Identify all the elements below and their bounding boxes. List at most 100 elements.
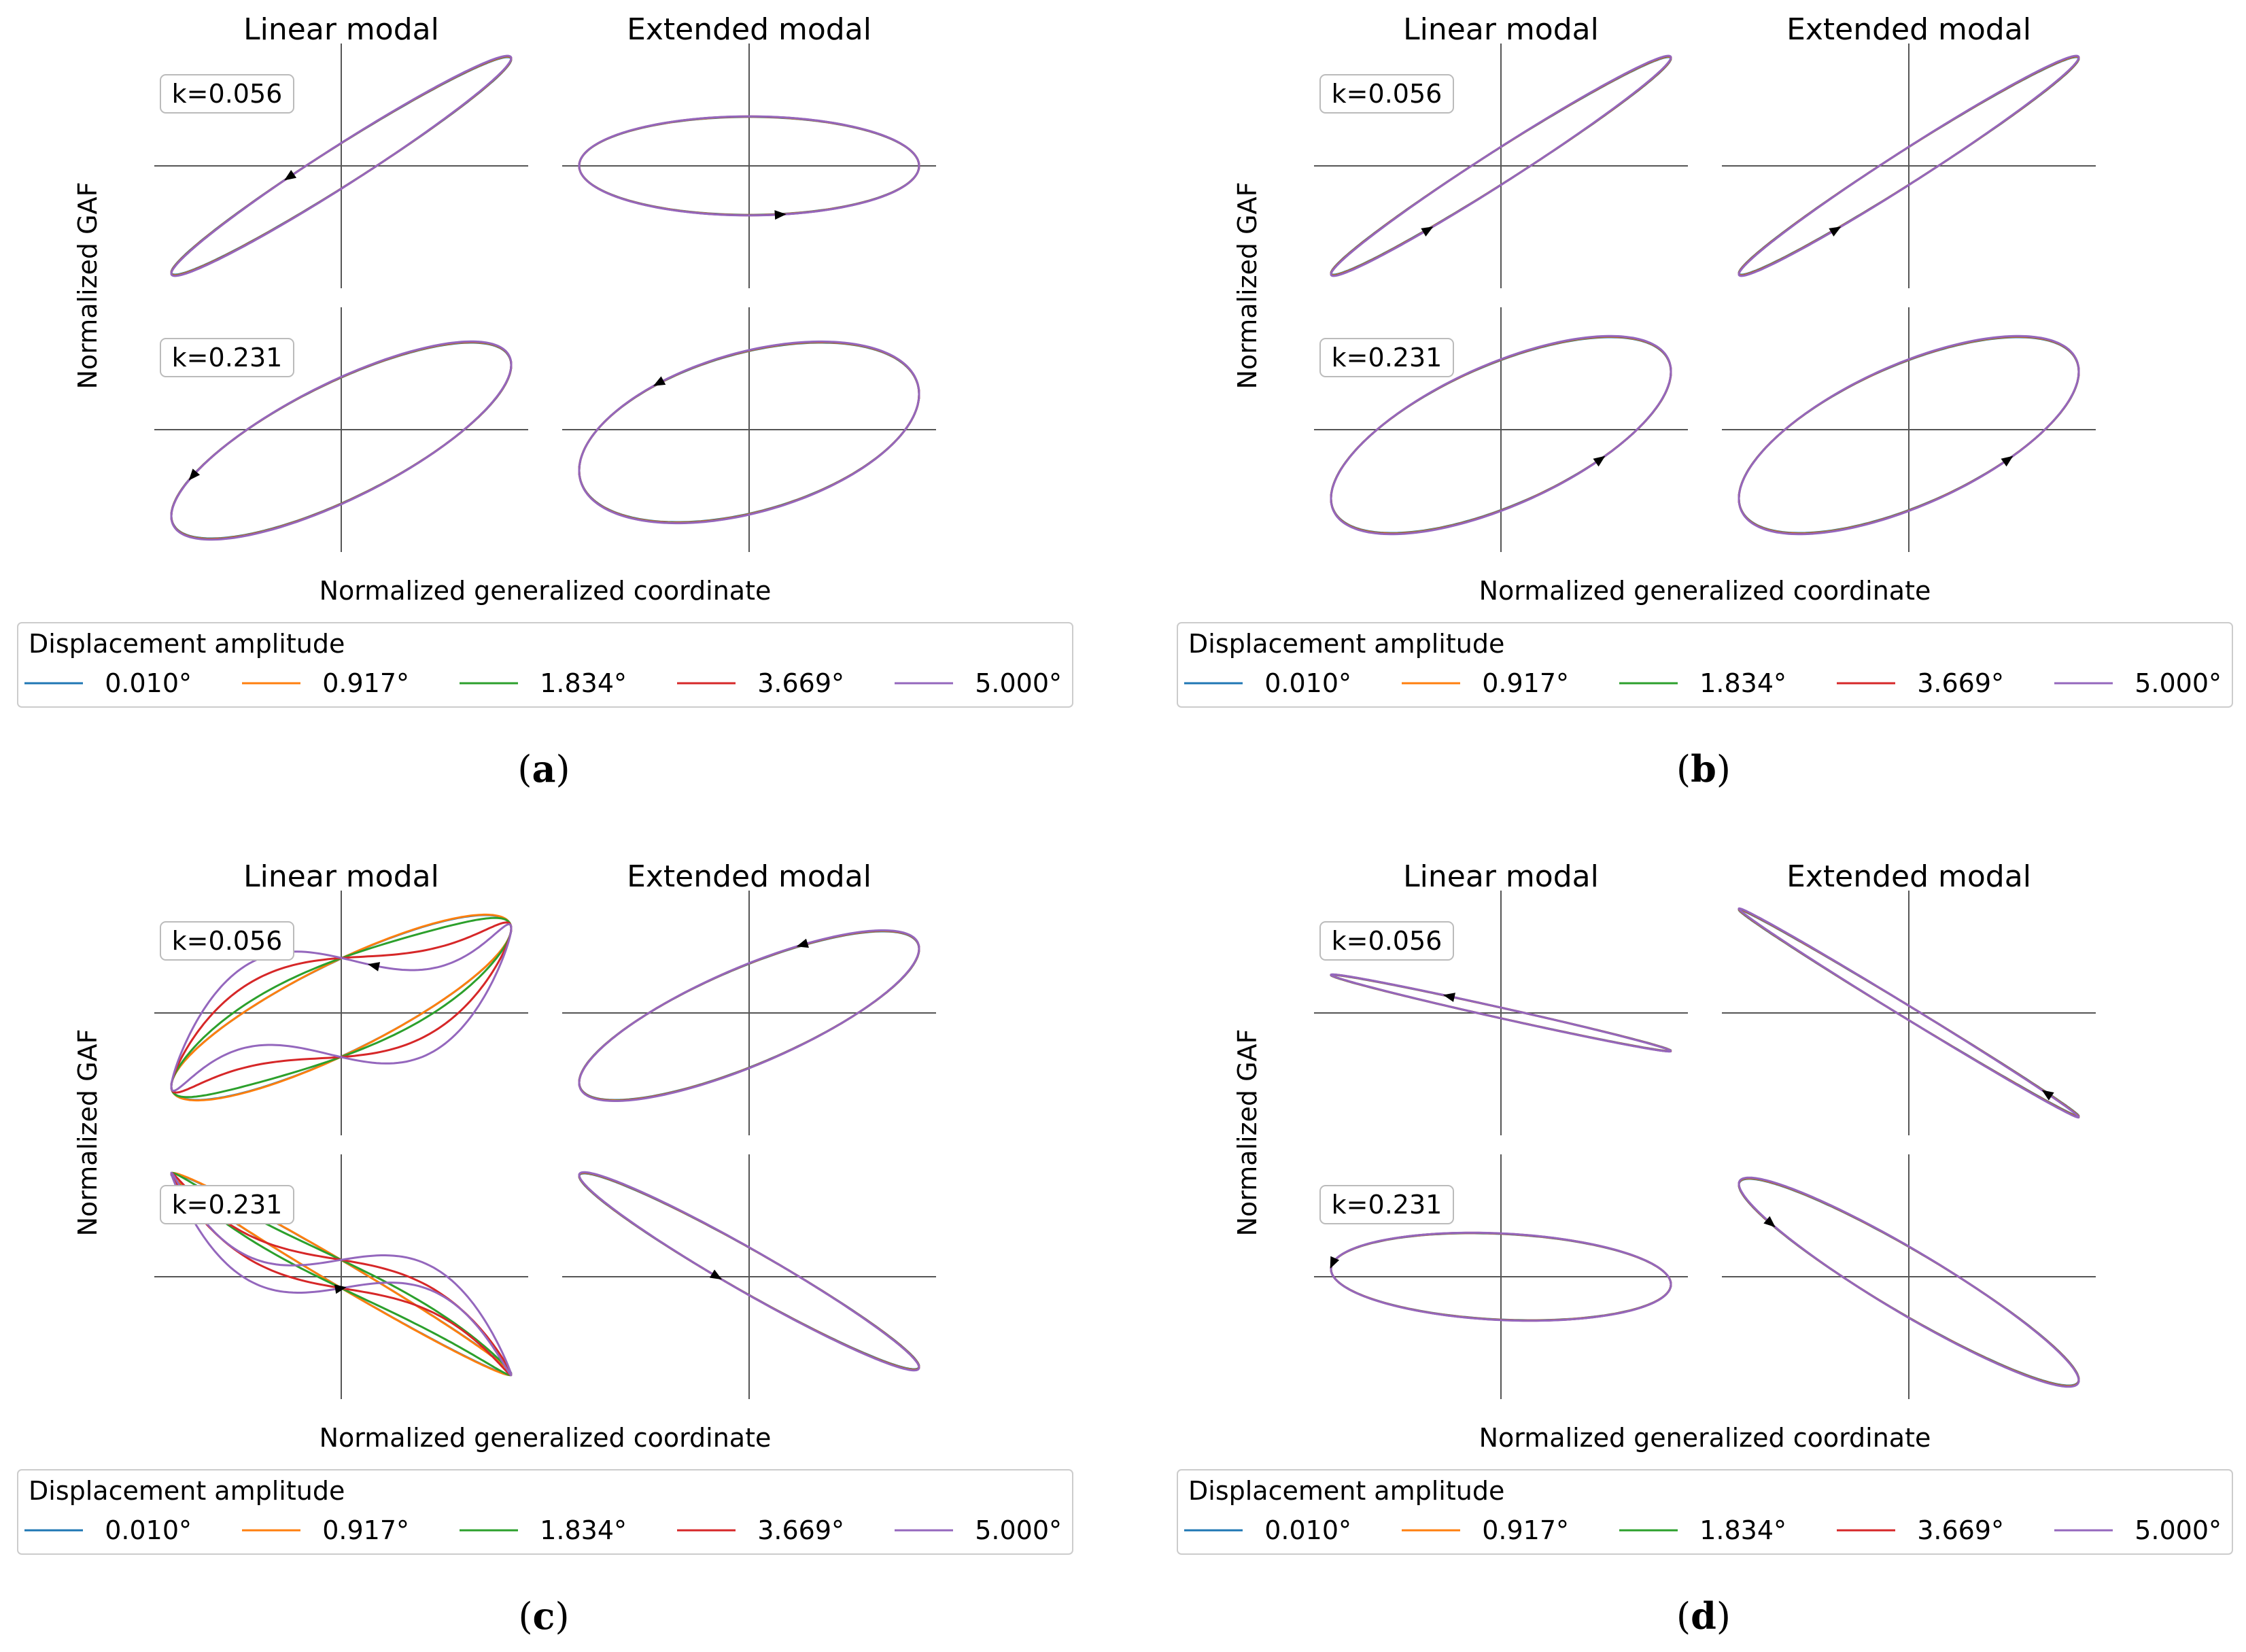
direction-arrow bbox=[1593, 455, 1606, 467]
loop-series-4 bbox=[578, 340, 920, 525]
y-axis-label: Normalized GAF bbox=[73, 182, 103, 390]
legend-entry-2: 1.834° bbox=[540, 1515, 627, 1545]
column-title-extended: Extended modal bbox=[1786, 859, 2031, 894]
legend-frame bbox=[17, 622, 1073, 708]
y-axis-label: Normalized GAF bbox=[73, 1029, 103, 1237]
k-label-box bbox=[160, 1185, 294, 1224]
panel-b: Linear modal Extended modal Normalized GAF… bbox=[1177, 12, 2233, 791]
legend-entry-3: 3.669° bbox=[1917, 668, 2004, 698]
legend-entry-4: 5.000° bbox=[2135, 1515, 2222, 1545]
subplot-r0c1 bbox=[562, 44, 936, 288]
subplot-r0c1 bbox=[1722, 44, 2096, 288]
subplot-r1c1 bbox=[1722, 1154, 2096, 1399]
legend-entry-4: 5.000° bbox=[2135, 668, 2222, 698]
direction-arrow bbox=[796, 938, 809, 948]
loop-series-4 bbox=[170, 1171, 513, 1377]
subplot-r1c0: k=0.231 bbox=[154, 307, 528, 552]
loop-series-4 bbox=[170, 54, 513, 277]
k-label-box bbox=[1319, 921, 1454, 961]
direction-arrow bbox=[709, 1269, 723, 1280]
k-label: k=0.231 bbox=[172, 343, 283, 373]
legend-entry-2: 1.834° bbox=[1699, 1515, 1786, 1545]
loop-series-4 bbox=[578, 929, 920, 1102]
subplot-r1c0: k=0.231 bbox=[154, 1154, 528, 1399]
direction-arrow bbox=[2041, 1090, 2054, 1101]
legend-entry-4: 5.000° bbox=[975, 668, 1062, 698]
k-label-box bbox=[1319, 1185, 1454, 1224]
column-title-linear: Linear modal bbox=[1403, 859, 1599, 894]
column-title-linear: Linear modal bbox=[243, 12, 439, 47]
column-title-extended: Extended modal bbox=[627, 12, 871, 47]
legend-frame bbox=[17, 1469, 1073, 1555]
k-label-box bbox=[1319, 74, 1454, 114]
legend: Displacement amplitude 0.010° 0.917° 1.834°… bbox=[17, 1469, 1073, 1555]
k-label: k=0.056 bbox=[172, 926, 283, 956]
panel-caption: (c) bbox=[518, 1594, 569, 1638]
direction-arrow bbox=[1442, 993, 1455, 1002]
panel-d: Linear modal Extended modal Normalized GAF… bbox=[1177, 859, 2233, 1638]
k-label: k=0.056 bbox=[1332, 79, 1442, 109]
legend-entry-1: 0.917° bbox=[322, 1515, 409, 1545]
x-axis-label: Normalized generalized coordinate bbox=[319, 576, 772, 606]
direction-arrow bbox=[774, 210, 787, 220]
k-label-box bbox=[160, 338, 294, 377]
direction-arrow bbox=[284, 170, 297, 181]
legend-title: Displacement amplitude bbox=[29, 629, 345, 659]
subplot-r1c1 bbox=[1722, 307, 2096, 552]
column-title-extended: Extended modal bbox=[1786, 12, 2031, 47]
subplot-r0c1 bbox=[562, 891, 936, 1135]
subplot-r0c1 bbox=[1722, 891, 2096, 1135]
panel-caption: (a) bbox=[517, 747, 570, 791]
legend-title: Displacement amplitude bbox=[1188, 1476, 1504, 1506]
y-axis-label: Normalized GAF bbox=[1232, 182, 1262, 390]
legend-entry-0: 0.010° bbox=[105, 1515, 192, 1545]
legend-entry-1: 0.917° bbox=[322, 668, 409, 698]
legend: Displacement amplitude 0.010° 0.917° 1.834°… bbox=[1177, 1469, 2233, 1555]
direction-arrow bbox=[653, 376, 666, 386]
subplot-r1c0: k=0.231 bbox=[1314, 307, 1688, 552]
x-axis-label: Normalized generalized coordinate bbox=[1479, 1423, 1931, 1453]
legend-title: Displacement amplitude bbox=[1188, 629, 1504, 659]
loop-series-4 bbox=[1738, 54, 2080, 277]
k-label-box bbox=[1319, 338, 1454, 377]
y-axis-label: Normalized GAF bbox=[1232, 1029, 1262, 1237]
legend: Displacement amplitude 0.010° 0.917° 1.834°… bbox=[17, 622, 1073, 708]
k-label: k=0.231 bbox=[172, 1190, 283, 1220]
legend-frame bbox=[1177, 1469, 2233, 1555]
k-label: k=0.056 bbox=[172, 79, 283, 109]
legend-entry-4: 5.000° bbox=[975, 1515, 1062, 1545]
k-label: k=0.231 bbox=[1332, 343, 1442, 373]
loop-series-4 bbox=[1330, 973, 1672, 1053]
subplot-r0c0: k=0.056 bbox=[154, 891, 528, 1135]
loop-series-4 bbox=[1738, 334, 2080, 536]
direction-arrow bbox=[1829, 226, 1842, 237]
panel-c: Linear modal Extended modal Normalized GAF… bbox=[17, 859, 1073, 1638]
column-title-linear: Linear modal bbox=[1403, 12, 1599, 47]
legend-entry-3: 3.669° bbox=[1917, 1515, 2004, 1545]
legend-entry-1: 0.917° bbox=[1482, 668, 1569, 698]
direction-arrow bbox=[334, 1284, 347, 1294]
subplot-r1c0: k=0.231 bbox=[1314, 1154, 1688, 1399]
loop-series-4 bbox=[578, 115, 920, 217]
loop-series-4 bbox=[578, 1171, 920, 1372]
legend-title: Displacement amplitude bbox=[29, 1476, 345, 1506]
loop-series-4 bbox=[1738, 1176, 2080, 1388]
direction-arrow bbox=[1421, 226, 1434, 237]
legend-entry-1: 0.917° bbox=[1482, 1515, 1569, 1545]
legend-entry-0: 0.010° bbox=[1264, 1515, 1351, 1545]
legend-entry-0: 0.010° bbox=[1264, 668, 1351, 698]
legend-entry-2: 1.834° bbox=[1699, 668, 1786, 698]
loop-series-4 bbox=[1330, 334, 1672, 536]
direction-arrow bbox=[2001, 455, 2014, 467]
subplot-r0c0: k=0.056 bbox=[154, 44, 528, 288]
panel-caption: (b) bbox=[1676, 747, 1731, 791]
column-title-linear: Linear modal bbox=[243, 859, 439, 894]
legend: Displacement amplitude 0.010° 0.917° 1.834°… bbox=[1177, 622, 2233, 708]
direction-arrow bbox=[367, 962, 381, 971]
column-title-extended: Extended modal bbox=[627, 859, 871, 894]
subplot-r1c1 bbox=[562, 1154, 936, 1399]
legend-frame bbox=[1177, 622, 2233, 708]
legend-entry-3: 3.669° bbox=[757, 668, 844, 698]
direction-arrow bbox=[1763, 1216, 1776, 1228]
